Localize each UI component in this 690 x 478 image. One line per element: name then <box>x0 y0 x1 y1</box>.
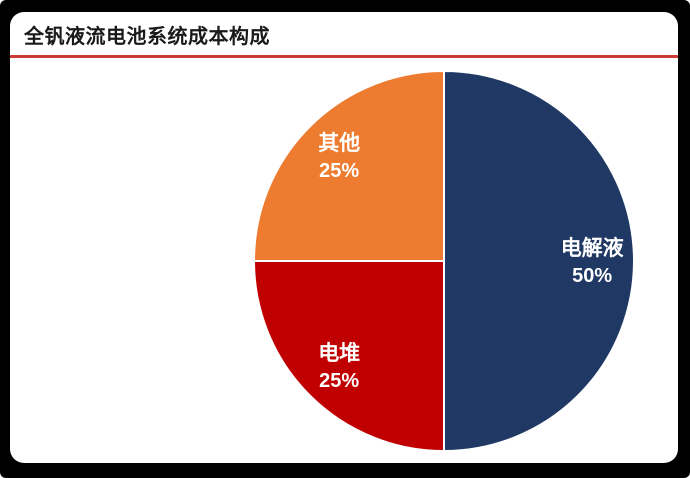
chart-title: 全钒液流电池系统成本构成 <box>24 26 270 48</box>
chart-panel: 全钒液流电池系统成本构成 <box>10 12 678 463</box>
title-underline <box>10 55 678 58</box>
